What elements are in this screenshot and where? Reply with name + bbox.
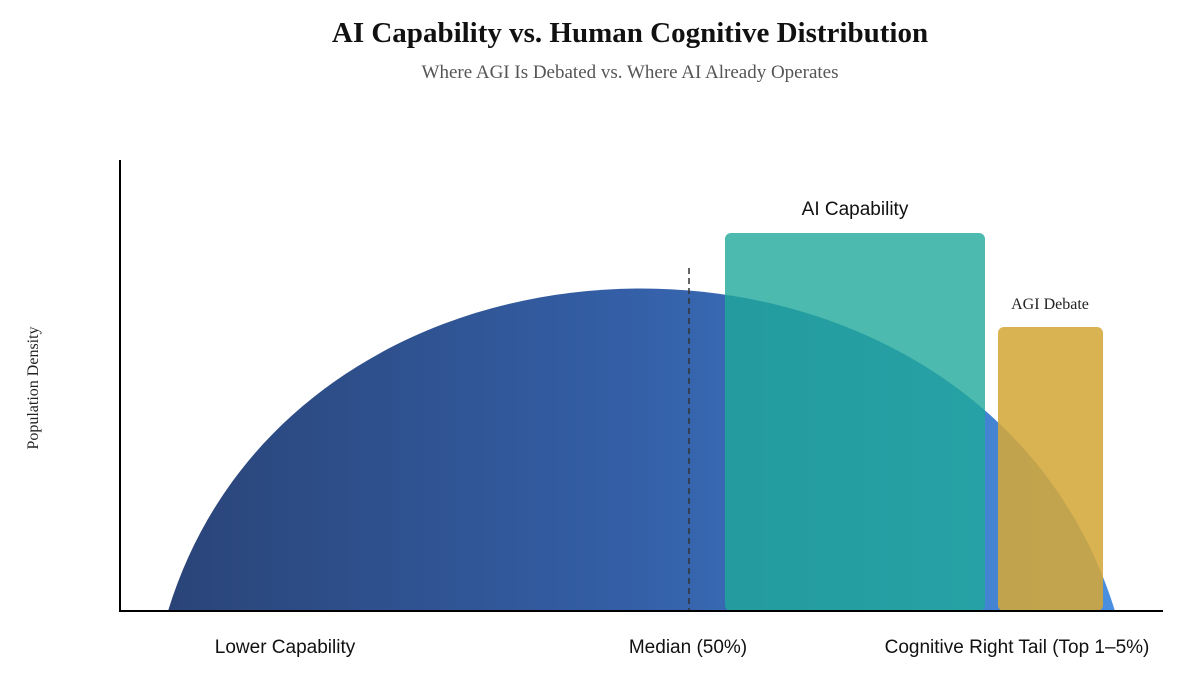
- ai-capability-region: [725, 233, 985, 611]
- title: AI Capability vs. Human Cognitive Distri…: [332, 17, 928, 49]
- x-label: Lower Capability: [215, 637, 356, 658]
- region-label: AGI Debate: [1011, 296, 1089, 313]
- x-label: Median (50%): [629, 637, 747, 658]
- x-label: Cognitive Right Tail (Top 1–5%): [885, 637, 1150, 658]
- y-axis-label: Population Density: [25, 326, 42, 449]
- region-label: AI Capability: [802, 199, 909, 220]
- agi-debate-region: [998, 327, 1103, 611]
- subtitle: Where AGI Is Debated vs. Where AI Alread…: [422, 62, 839, 83]
